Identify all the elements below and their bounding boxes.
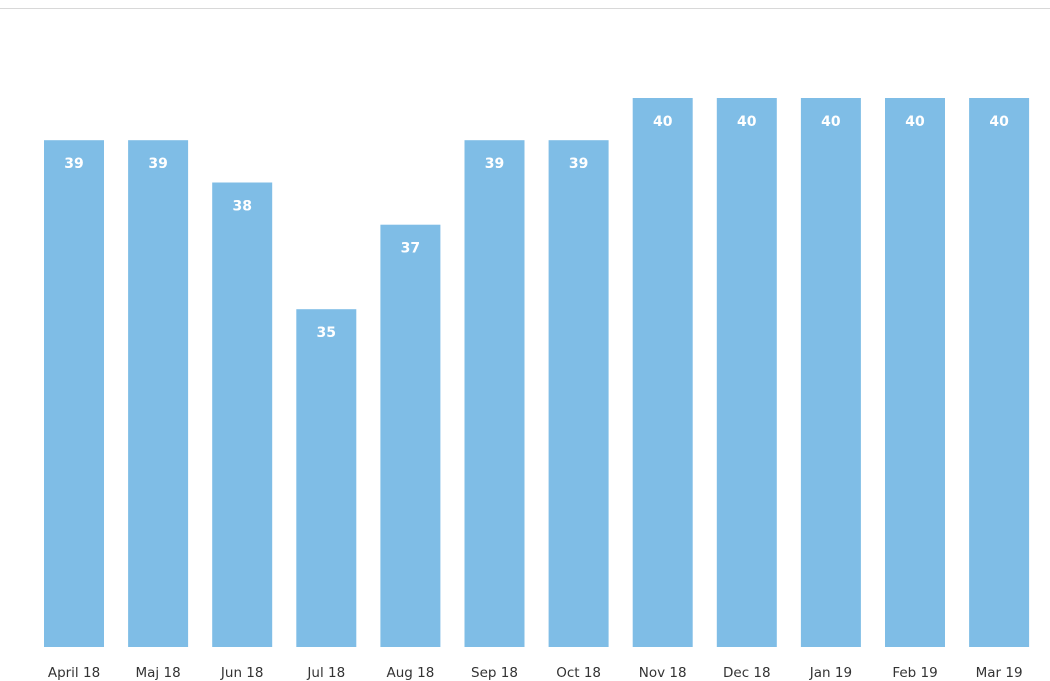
- bar-1: [44, 140, 104, 647]
- x-tick-label-4: Jul 18: [306, 665, 345, 681]
- x-tick-label-9: Dec 18: [723, 665, 771, 681]
- bar-7: [548, 140, 609, 647]
- data-label-6: 39: [485, 156, 504, 172]
- bar-4: [296, 309, 357, 647]
- data-label-1: 39: [64, 156, 83, 172]
- data-label-12: 40: [989, 114, 1009, 130]
- top-divider: [0, 8, 1050, 9]
- bar-2: [128, 140, 189, 647]
- x-tick-label-6: Sep 18: [471, 665, 518, 681]
- x-tick-label-1: April 18: [48, 665, 100, 681]
- data-label-7: 39: [569, 156, 588, 172]
- x-tick-label-2: Maj 18: [136, 665, 181, 681]
- bar-6: [464, 140, 525, 647]
- bar-9: [716, 98, 777, 647]
- x-tick-label-10: Jan 19: [809, 665, 852, 681]
- data-label-4: 35: [317, 325, 336, 341]
- x-tick-labels-group: April 18 Maj 18 Jun 18 Jul 18 Aug 18 Sep 18 Oc…: [48, 665, 1023, 681]
- bars-group: [44, 98, 1030, 647]
- x-tick-label-11: Feb 19: [892, 665, 937, 681]
- x-tick-label-12: Mar 19: [976, 665, 1023, 681]
- bar-3: [212, 182, 273, 647]
- data-label-8: 40: [653, 114, 673, 130]
- x-tick-label-8: Nov 18: [639, 665, 687, 681]
- x-tick-label-3: Jun 18: [220, 665, 264, 681]
- data-label-9: 40: [737, 114, 757, 130]
- data-labels-group: 39 39 38 35 37 39 39 40 40 40 40 40: [64, 114, 1009, 341]
- bar-10: [800, 98, 861, 647]
- x-tick-label-7: Oct 18: [556, 665, 601, 681]
- bar-5: [380, 224, 441, 647]
- x-tick-label-5: Aug 18: [386, 665, 434, 681]
- data-label-11: 40: [905, 114, 925, 130]
- data-label-10: 40: [821, 114, 841, 130]
- bar-12: [969, 98, 1030, 647]
- data-label-2: 39: [148, 156, 167, 172]
- bar-11: [885, 98, 945, 647]
- bar-8: [632, 98, 693, 647]
- data-label-5: 37: [401, 241, 420, 257]
- data-label-3: 38: [232, 199, 251, 215]
